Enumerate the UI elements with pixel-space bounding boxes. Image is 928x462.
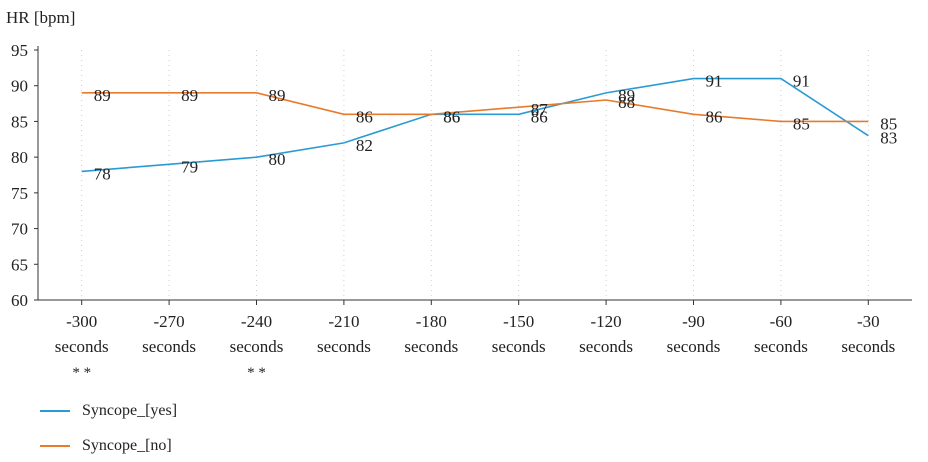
legend-label-no: Syncope_[no] — [82, 437, 172, 454]
data-label-0-0: 78 — [94, 164, 111, 183]
x-tick-unit-1: seconds — [142, 337, 196, 356]
data-label-1-2: 89 — [269, 86, 286, 105]
x-tick-label-6: -120 — [591, 312, 622, 331]
data-label-0-5: 86 — [531, 107, 548, 126]
y-tick-label-6: 90 — [11, 77, 28, 96]
x-tick-label-4: -180 — [416, 312, 447, 331]
x-tick-unit-6: seconds — [579, 337, 633, 356]
y-tick-label-7: 95 — [11, 41, 28, 60]
data-label-1-3: 86 — [356, 107, 373, 126]
x-tick-label-1: -270 — [154, 312, 185, 331]
legend-label-yes: Syncope_[yes] — [82, 402, 178, 419]
y-tick-label-2: 70 — [11, 220, 28, 239]
y-tick-label-3: 75 — [11, 184, 28, 203]
data-label-0-1: 79 — [181, 157, 198, 176]
x-tick-marker-2: * * — [247, 365, 266, 381]
data-label-1-1: 89 — [181, 86, 198, 105]
data-label-0-3: 82 — [356, 136, 373, 155]
y-tick-label-1: 65 — [11, 255, 28, 274]
x-tick-unit-3: seconds — [317, 337, 371, 356]
legend-swatch-yes — [40, 410, 70, 412]
x-tick-unit-8: seconds — [754, 337, 808, 356]
data-label-0-7: 91 — [706, 72, 723, 91]
x-tick-unit-7: seconds — [667, 337, 721, 356]
series-line-0 — [81, 77, 869, 173]
legend-swatch-no — [40, 445, 70, 447]
data-label-0-9: 83 — [880, 129, 897, 148]
series-line-1 — [81, 92, 869, 123]
data-label-1-9: 85 — [880, 114, 897, 133]
data-label-0-6: 89 — [618, 86, 635, 105]
x-tick-label-7: -90 — [682, 312, 705, 331]
x-tick-unit-5: seconds — [492, 337, 546, 356]
x-tick-unit-2: seconds — [230, 337, 284, 356]
x-tick-label-0: -300 — [66, 312, 97, 331]
x-tick-label-2: -240 — [241, 312, 272, 331]
legend-item-yes: Syncope_[yes] — [40, 402, 177, 420]
y-axis-title: HR [bpm] — [6, 8, 76, 27]
x-tick-unit-9: seconds — [841, 337, 895, 356]
x-tick-unit-0: seconds — [55, 337, 109, 356]
data-label-1-7: 86 — [706, 107, 723, 126]
x-tick-label-5: -150 — [503, 312, 534, 331]
data-label-1-5: 87 — [531, 100, 549, 119]
x-tick-label-8: -60 — [770, 312, 793, 331]
data-label-1-4: 86 — [443, 107, 460, 126]
data-label-1-8: 85 — [793, 114, 810, 133]
y-tick-label-0: 60 — [11, 291, 28, 310]
legend-item-no: Syncope_[no] — [40, 437, 172, 455]
data-label-1-6: 88 — [618, 93, 635, 112]
x-tick-label-9: -30 — [857, 312, 880, 331]
x-tick-marker-0: * * — [72, 365, 91, 381]
y-tick-label-4: 80 — [11, 148, 28, 167]
x-tick-unit-4: seconds — [404, 337, 458, 356]
data-label-0-8: 91 — [793, 72, 810, 91]
x-tick-label-3: -210 — [328, 312, 359, 331]
data-label-0-2: 80 — [269, 150, 286, 169]
y-tick-label-5: 85 — [11, 112, 28, 131]
data-label-1-0: 89 — [94, 86, 111, 105]
